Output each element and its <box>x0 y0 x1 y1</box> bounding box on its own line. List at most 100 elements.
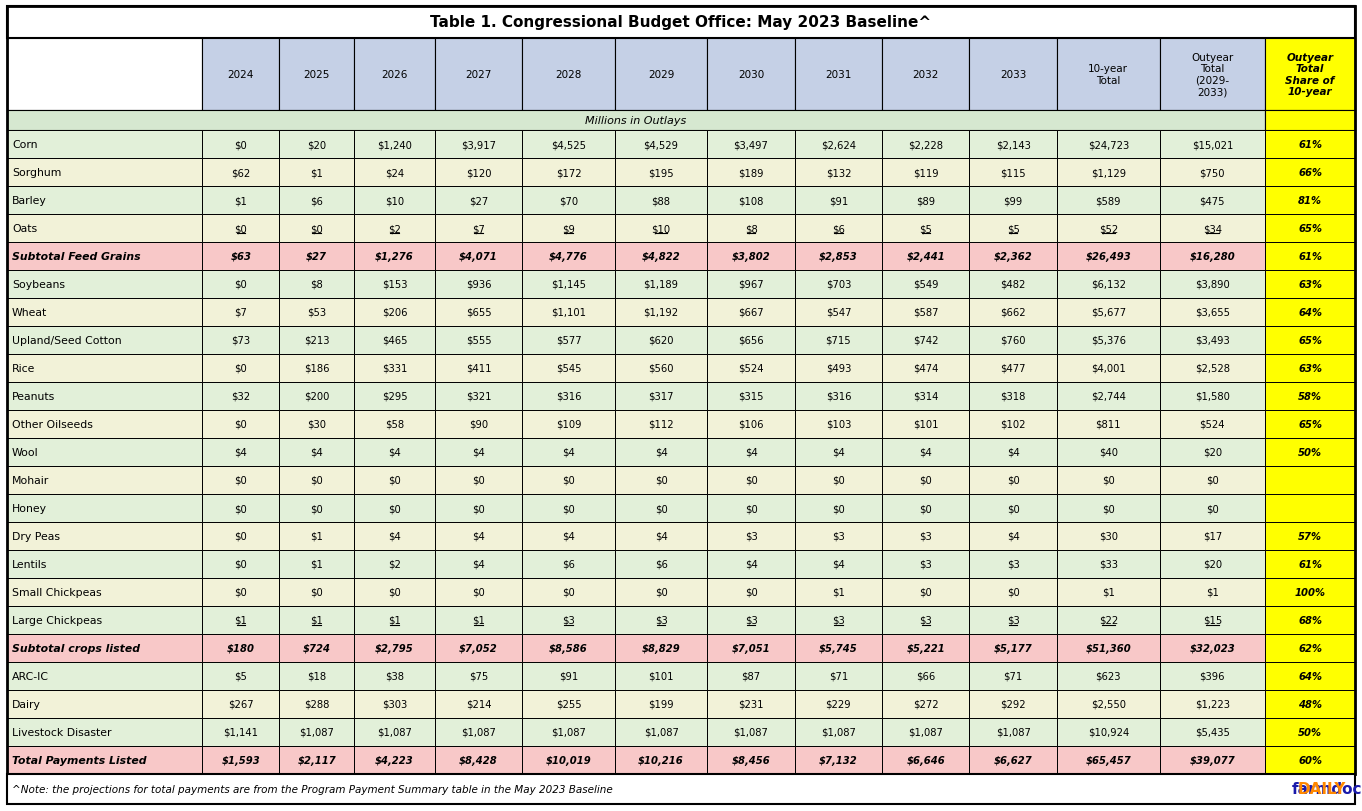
Text: $315: $315 <box>738 392 764 401</box>
Bar <box>1159 215 1265 242</box>
Text: $587: $587 <box>913 307 938 318</box>
Text: $1: $1 <box>832 587 844 597</box>
Bar <box>614 383 707 410</box>
Text: 64%: 64% <box>1298 307 1323 318</box>
Bar <box>970 327 1057 354</box>
Text: 62%: 62% <box>1298 643 1323 653</box>
Text: $321: $321 <box>466 392 492 401</box>
Text: $1: $1 <box>311 616 323 625</box>
Bar <box>614 718 707 746</box>
Bar <box>1159 522 1265 551</box>
Bar <box>707 298 794 327</box>
Text: $5: $5 <box>1007 224 1020 234</box>
Text: $4: $4 <box>655 448 667 457</box>
Bar <box>883 242 970 271</box>
Bar <box>1159 466 1265 495</box>
Bar <box>7 634 203 663</box>
Bar <box>883 187 970 215</box>
Bar <box>522 522 614 551</box>
Text: $2,441: $2,441 <box>907 251 945 262</box>
Bar <box>434 354 522 383</box>
Text: 100%: 100% <box>1294 587 1325 597</box>
Bar <box>1265 410 1355 439</box>
Bar <box>614 131 707 159</box>
Text: $4: $4 <box>473 531 485 541</box>
Text: $549: $549 <box>913 280 938 290</box>
Bar <box>434 215 522 242</box>
Bar <box>7 111 1265 131</box>
Bar <box>707 522 794 551</box>
Bar <box>279 39 354 111</box>
Text: $4,529: $4,529 <box>644 139 678 150</box>
Text: 2026: 2026 <box>381 70 407 80</box>
Text: $1,087: $1,087 <box>377 727 411 737</box>
Text: $316: $316 <box>825 392 851 401</box>
Text: $24,723: $24,723 <box>1088 139 1129 150</box>
Text: $66: $66 <box>917 672 936 681</box>
Text: $0: $0 <box>1007 504 1020 513</box>
Text: $2,228: $2,228 <box>908 139 944 150</box>
Text: $3: $3 <box>919 531 932 541</box>
Bar <box>707 690 794 718</box>
Bar <box>1159 690 1265 718</box>
Text: Livestock Disaster: Livestock Disaster <box>12 727 112 737</box>
Text: $0: $0 <box>234 139 248 150</box>
Text: $20: $20 <box>1203 448 1222 457</box>
Text: $5,221: $5,221 <box>907 643 945 653</box>
Bar <box>279 663 354 690</box>
Text: $2,744: $2,744 <box>1091 392 1126 401</box>
Bar <box>707 271 794 298</box>
Bar <box>522 410 614 439</box>
Text: $493: $493 <box>825 363 851 374</box>
Bar <box>279 634 354 663</box>
Text: 50%: 50% <box>1298 448 1323 457</box>
Text: $38: $38 <box>385 672 405 681</box>
Text: 66%: 66% <box>1298 168 1323 178</box>
Bar <box>522 663 614 690</box>
Bar <box>1265 607 1355 634</box>
Bar <box>279 466 354 495</box>
Bar <box>203 298 279 327</box>
Bar <box>203 439 279 466</box>
Text: $4: $4 <box>388 448 400 457</box>
Text: $6: $6 <box>655 560 667 569</box>
Text: $73: $73 <box>232 336 251 345</box>
Text: $119: $119 <box>913 168 938 178</box>
Text: $172: $172 <box>556 168 582 178</box>
Bar <box>522 495 614 522</box>
Bar <box>614 439 707 466</box>
Bar <box>434 298 522 327</box>
Text: 68%: 68% <box>1298 616 1323 625</box>
Text: $1,145: $1,145 <box>552 280 586 290</box>
Bar <box>279 242 354 271</box>
Text: $189: $189 <box>738 168 764 178</box>
Bar <box>522 634 614 663</box>
Bar <box>1057 271 1159 298</box>
Text: $2,624: $2,624 <box>821 139 855 150</box>
Bar <box>279 271 354 298</box>
Text: $6,627: $6,627 <box>994 755 1032 765</box>
Bar <box>434 578 522 607</box>
Text: $0: $0 <box>234 475 248 486</box>
Bar <box>883 215 970 242</box>
Bar <box>1265 242 1355 271</box>
Bar <box>970 551 1057 578</box>
Bar <box>707 159 794 187</box>
Bar <box>434 466 522 495</box>
Bar <box>614 215 707 242</box>
Bar <box>354 271 434 298</box>
Text: $5,435: $5,435 <box>1194 727 1230 737</box>
Text: $577: $577 <box>556 336 582 345</box>
Bar <box>970 39 1057 111</box>
Text: $1,087: $1,087 <box>996 727 1031 737</box>
Bar <box>203 578 279 607</box>
Bar <box>1057 495 1159 522</box>
Bar <box>1057 187 1159 215</box>
Bar <box>522 354 614 383</box>
Bar <box>7 7 1355 39</box>
Bar <box>794 242 883 271</box>
Text: 2030: 2030 <box>738 70 764 80</box>
Text: $24: $24 <box>385 168 405 178</box>
Text: 2027: 2027 <box>466 70 492 80</box>
Bar <box>434 522 522 551</box>
